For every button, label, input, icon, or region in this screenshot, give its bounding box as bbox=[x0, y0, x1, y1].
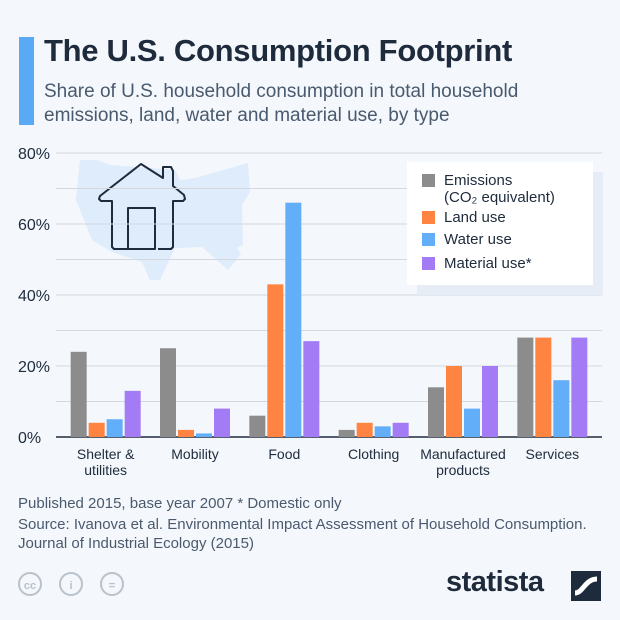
bar-emissions-0 bbox=[70, 351, 87, 437]
chart-subtitle: Share of U.S. household consumption in t… bbox=[44, 81, 519, 126]
bar-emissions-1 bbox=[160, 348, 176, 437]
bar-land-5 bbox=[535, 337, 552, 437]
bar-land-1 bbox=[178, 429, 194, 437]
bar-emissions-4 bbox=[428, 387, 444, 437]
legend-label: Material use* bbox=[444, 255, 532, 272]
emissions-swatch bbox=[422, 174, 435, 187]
bar-material-0 bbox=[124, 390, 141, 437]
bar-land-4 bbox=[446, 366, 462, 437]
bar-water-1 bbox=[196, 433, 212, 437]
bar-emissions-3 bbox=[338, 429, 355, 437]
y-tick-label: 60% bbox=[18, 217, 50, 234]
bar-material-2 bbox=[303, 341, 320, 437]
bar-material-3 bbox=[392, 422, 409, 437]
chart-title: The U.S. Consumption Footprint bbox=[44, 33, 512, 68]
land-swatch bbox=[422, 211, 435, 224]
bar-emissions-2 bbox=[249, 415, 266, 437]
x-tick-label: Manufactured bbox=[420, 446, 506, 462]
bar-material-5 bbox=[571, 337, 588, 437]
x-tick-label: Shelter & bbox=[77, 446, 135, 462]
title-accent-bar bbox=[19, 37, 34, 125]
bar-land-0 bbox=[88, 422, 105, 437]
y-tick-label: 20% bbox=[18, 359, 50, 376]
x-tick-label: Clothing bbox=[348, 446, 399, 462]
bar-water-3 bbox=[374, 426, 391, 437]
x-tick-label: utilities bbox=[84, 462, 127, 478]
y-tick-label: 0% bbox=[18, 430, 41, 447]
house-icon bbox=[98, 163, 186, 250]
no-derivatives-icon[interactable]: = bbox=[100, 572, 124, 596]
bar-land-3 bbox=[356, 422, 373, 437]
bar-water-0 bbox=[106, 419, 123, 437]
bar-water-2 bbox=[285, 202, 302, 437]
x-tick-label: Food bbox=[268, 446, 300, 462]
water-swatch bbox=[422, 233, 435, 246]
y-tick-label: 80% bbox=[18, 146, 50, 163]
x-tick-label: Services bbox=[525, 446, 579, 462]
published-note: Published 2015, base year 2007 * Domesti… bbox=[18, 495, 342, 512]
legend-label: (CO₂ equivalent) bbox=[444, 189, 555, 206]
attribution-icon[interactable]: i bbox=[59, 572, 83, 596]
x-tick-label: Mobility bbox=[171, 446, 218, 462]
bar-land-2 bbox=[267, 284, 284, 437]
bar-material-1 bbox=[214, 408, 230, 437]
legend: Emissions (CO₂ equivalent) Land use Wate… bbox=[407, 162, 593, 285]
y-tick-label: 40% bbox=[18, 288, 50, 305]
legend-label: Emissions bbox=[444, 172, 513, 189]
bar-material-4 bbox=[482, 366, 498, 437]
bar-water-5 bbox=[553, 380, 570, 437]
material-swatch bbox=[422, 257, 435, 270]
bar-emissions-5 bbox=[517, 337, 534, 437]
legend-label: Water use bbox=[444, 231, 512, 248]
creative-commons-icon[interactable]: cc bbox=[18, 572, 42, 596]
statista-logo-mark bbox=[571, 571, 601, 601]
source-note: Source: Ivanova et al. Environmental Imp… bbox=[18, 516, 587, 552]
statista-logo[interactable]: statista bbox=[446, 566, 544, 598]
legend-label: Land use bbox=[444, 209, 506, 226]
x-tick-label: products bbox=[436, 462, 490, 478]
bar-water-4 bbox=[464, 408, 480, 437]
